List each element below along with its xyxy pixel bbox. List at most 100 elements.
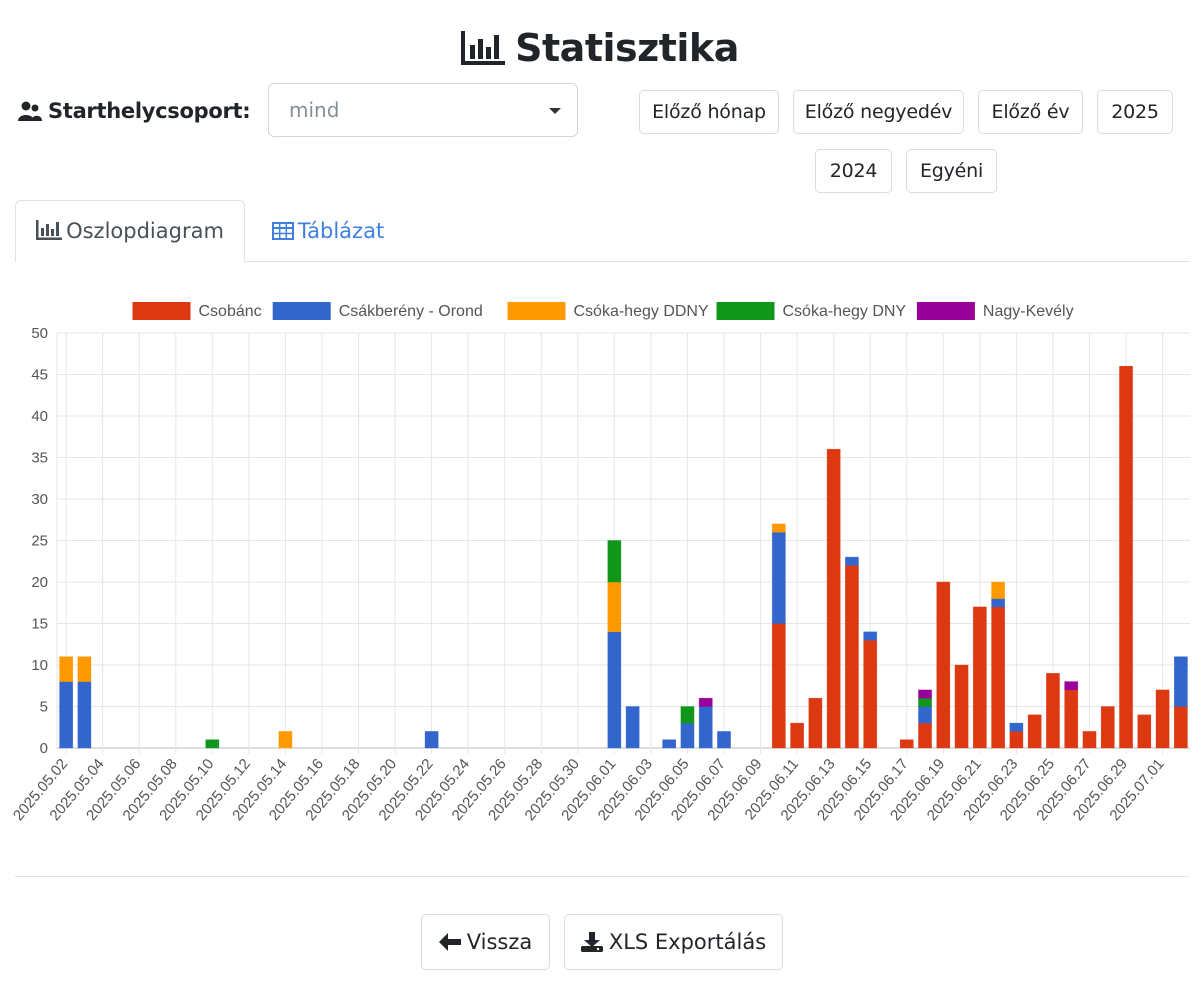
bar-segment (899, 739, 914, 749)
year-2024-button[interactable]: 2024 (815, 149, 892, 193)
starthelycsoport-label-text: Starthelycsoport: (48, 99, 251, 123)
bar-segment (607, 631, 622, 749)
back-button-label: Vissza (466, 930, 533, 954)
prev-month-button[interactable]: Előző hónap (639, 90, 779, 134)
bar-segment (698, 706, 713, 749)
bar-segment (1119, 365, 1133, 749)
y-tick-label: 50 (31, 325, 48, 342)
bar-segment (991, 581, 1005, 599)
y-tick-label: 5 (40, 699, 48, 716)
tab-oszlopdiagram[interactable]: Oszlopdiagram (15, 200, 245, 262)
legend-swatch (916, 302, 975, 320)
bar-segment (607, 540, 622, 583)
download-icon (580, 932, 603, 952)
bar-segment (680, 706, 695, 724)
page-title: Statisztika (0, 24, 1200, 76)
y-tick-label: 40 (31, 408, 48, 425)
y-tick-label: 25 (31, 533, 48, 550)
xls-export-button[interactable]: XLS Exportálás (564, 914, 783, 970)
bar-segment (1064, 681, 1079, 691)
bar-segment (918, 706, 932, 724)
chevron-down-icon (549, 108, 561, 114)
y-tick-label: 20 (31, 574, 48, 591)
bar-segment (991, 606, 1005, 749)
bar-segment (790, 722, 804, 749)
bar-segment (1064, 689, 1079, 749)
bar-segment (1173, 706, 1188, 749)
table-icon (271, 202, 294, 264)
bottom-divider (15, 876, 1189, 877)
bar-segment (625, 706, 640, 749)
bar-segment (205, 739, 220, 749)
legend-label: Csákberény - Orond (339, 303, 483, 320)
y-tick-label: 10 (31, 657, 48, 674)
bar-segment (918, 722, 932, 749)
bar-segment (1155, 689, 1170, 749)
y-tick-label: 35 (31, 450, 48, 467)
bar-segment (607, 581, 622, 633)
bar-chart-icon (461, 28, 506, 76)
bar-segment (1009, 722, 1024, 732)
y-tick-label: 30 (31, 491, 48, 508)
bar-segment (1027, 714, 1042, 749)
bar-segment (863, 639, 878, 749)
tab-tablazat-label: Táblázat (297, 219, 385, 243)
custom-period-button[interactable]: Egyéni (906, 149, 997, 193)
tabs-divider (15, 261, 1189, 262)
bar-segment (918, 689, 932, 699)
starthelycsoport-label: Starthelycsoport: (18, 96, 251, 126)
legend-label: Csóka-hegy DDNY (574, 303, 709, 320)
legend-label: Csobánc (199, 303, 262, 320)
bar-segment (59, 681, 74, 749)
bar-segment (845, 556, 859, 566)
bar-segment (680, 722, 695, 749)
bar-chart-icon (36, 203, 63, 263)
bar-segment (771, 523, 786, 533)
bar-segment (771, 531, 786, 624)
arrow-left-icon (438, 933, 461, 951)
y-tick-label: 45 (31, 367, 48, 384)
bar-segment (1009, 731, 1024, 749)
bar-segment (698, 697, 713, 707)
bar-segment (1100, 706, 1115, 749)
y-tick-label: 0 (40, 740, 48, 757)
bar-segment (826, 448, 841, 749)
back-button[interactable]: Vissza (421, 914, 550, 970)
y-tick-label: 15 (31, 616, 48, 633)
xls-export-label: XLS Exportálás (608, 930, 767, 954)
bar-segment (972, 606, 987, 749)
legend-swatch (272, 302, 331, 320)
bar-segment (1046, 672, 1060, 749)
starthelycsoport-select[interactable]: mind (268, 83, 578, 137)
bar-segment (717, 731, 731, 749)
tab-oszlopdiagram-label: Oszlopdiagram (66, 219, 224, 243)
bar-segment (1082, 731, 1097, 749)
prev-year-button[interactable]: Előző év (978, 90, 1083, 134)
page-title-text: Statisztika (515, 26, 739, 70)
bar-segment (991, 598, 1005, 608)
bar-segment (278, 731, 293, 749)
bar-segment (77, 681, 92, 749)
bar-segment (771, 623, 786, 749)
bar-segment (1137, 714, 1152, 749)
bar-segment (936, 581, 951, 749)
legend-swatch (132, 302, 191, 320)
year-2025-button[interactable]: 2025 (1097, 90, 1173, 134)
stacked-bar-chart: 051015202530354045502025.05.022025.05.04… (10, 302, 1190, 824)
bar-segment (424, 731, 439, 749)
bar-segment (662, 739, 677, 749)
bar-segment (1173, 656, 1188, 707)
legend-swatch (716, 302, 775, 320)
users-icon (18, 101, 42, 121)
bar-segment (918, 697, 932, 707)
bar-segment (808, 697, 823, 749)
tab-tablazat[interactable]: Táblázat (258, 200, 398, 262)
bar-segment (863, 631, 878, 641)
bar-segment (954, 664, 969, 749)
legend-label: Csóka-hegy DNY (783, 303, 907, 320)
legend-swatch (507, 302, 566, 320)
bar-segment (77, 656, 92, 682)
prev-quarter-button[interactable]: Előző negyedév (793, 90, 964, 134)
select-value: mind (289, 98, 340, 122)
legend-label: Nagy-Kevély (983, 303, 1074, 320)
